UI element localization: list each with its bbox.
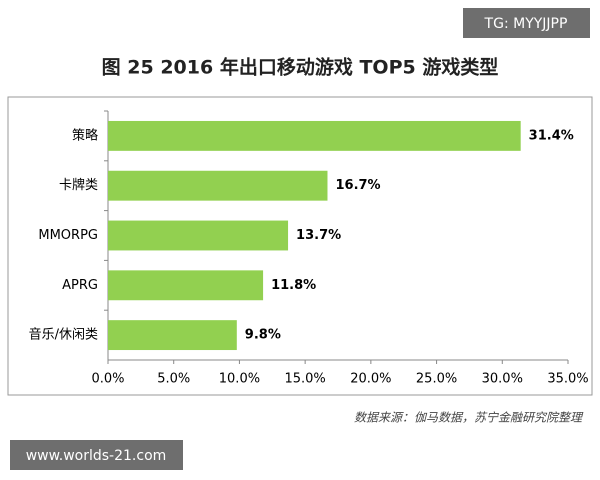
- data-label: 31.4%: [529, 128, 574, 143]
- x-tick-label: 5.0%: [157, 372, 190, 387]
- x-tick-label: 10.0%: [219, 372, 260, 387]
- data-label: 16.7%: [335, 178, 380, 193]
- y-tick-label: 卡牌类: [59, 177, 98, 193]
- y-tick-label: MMORPG: [38, 228, 98, 243]
- data-label: 13.7%: [296, 228, 341, 243]
- data-label: 11.8%: [271, 278, 316, 293]
- x-tick-label: 25.0%: [416, 372, 457, 387]
- data-label: 9.8%: [245, 328, 281, 343]
- y-tick-label: 策略: [72, 127, 98, 143]
- x-tick-label: 30.0%: [482, 372, 523, 387]
- bar: [108, 220, 289, 251]
- x-tick-label: 20.0%: [350, 372, 391, 387]
- x-tick-label: 35.0%: [547, 372, 588, 387]
- y-tick-label: APRG: [62, 278, 98, 293]
- watermark: TG: MYYJJPP: [484, 16, 568, 32]
- bar: [108, 270, 264, 301]
- x-tick-label: 0.0%: [91, 372, 124, 387]
- chart-title: 图 25 2016 年出口移动游戏 TOP5 游戏类型: [102, 56, 499, 79]
- plot-frame: [7, 96, 593, 396]
- watermark-box: [463, 8, 590, 38]
- bar: [108, 320, 237, 351]
- watermark: www.worlds-21.com: [26, 448, 167, 464]
- watermark-box: [10, 440, 183, 470]
- source-note: 数据来源：伽马数据，苏宁金融研究院整理: [354, 411, 584, 425]
- bar: [108, 170, 328, 201]
- bar: [108, 120, 521, 151]
- y-tick-label: 音乐/休闲类: [29, 327, 98, 343]
- x-tick-label: 15.0%: [284, 372, 325, 387]
